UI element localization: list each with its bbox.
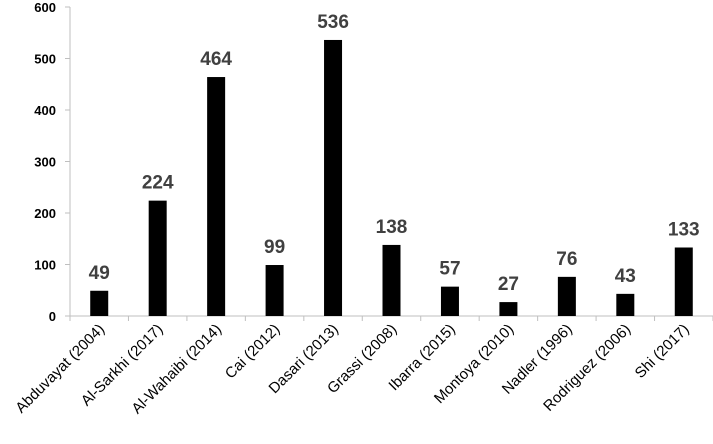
data-label: 464 [200,49,232,70]
data-label: 27 [498,274,519,295]
y-tick-label: 0 [49,309,56,324]
y-tick-label: 200 [34,206,56,221]
y-tick-label: 600 [34,0,56,15]
bar [382,244,401,316]
bar [674,247,693,316]
bar [207,77,226,316]
data-label: 49 [89,263,110,284]
bar [616,293,635,316]
bar [440,286,459,316]
data-label: 138 [376,217,408,238]
category-label: Cai (2012) [222,321,284,383]
y-tick-label: 100 [34,258,56,273]
bar [499,302,518,316]
data-label: 43 [615,266,636,287]
category-labels: Abduvayat (2004)Al-Sarkhi (2017)Al-Wahai… [12,321,692,418]
bar [324,39,343,317]
y-tick-label: 400 [34,103,56,118]
data-labels: 49 224 464 99 536 138 57 27 76 43 133 [89,12,700,295]
category-label: Shi (2017) [632,321,693,382]
data-label: 99 [264,237,285,258]
y-tick-label: 500 [34,52,56,67]
bar [148,200,167,316]
x-axis [69,315,713,321]
data-label: 57 [439,259,460,280]
bar [557,276,576,316]
bar [90,290,109,316]
data-label: 536 [317,12,349,33]
y-tick-label: 300 [34,155,56,170]
y-axis: 0 100 200 300 400 500 600 [34,0,71,324]
data-label: 224 [142,173,174,194]
data-label: 76 [556,249,577,270]
bars [90,39,693,317]
data-label: 133 [668,220,700,241]
bar [265,265,284,316]
